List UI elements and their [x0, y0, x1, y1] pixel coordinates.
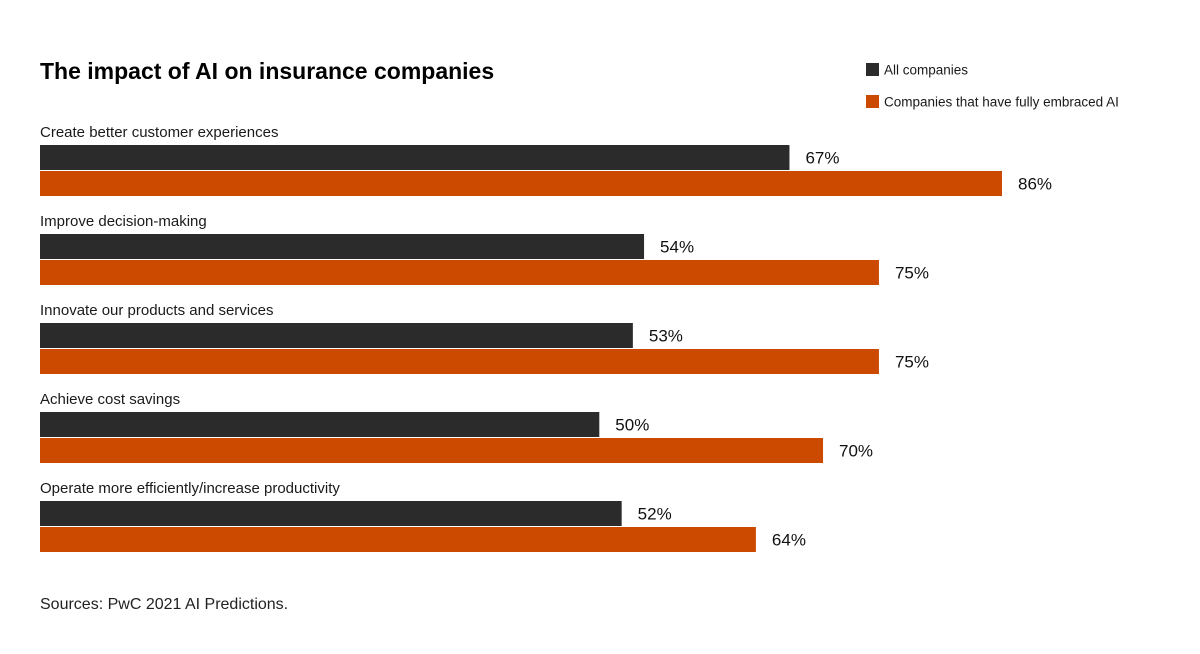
value-label: 70%	[839, 442, 873, 461]
value-label: 67%	[805, 149, 839, 168]
category-label: Improve decision-making	[40, 213, 207, 230]
bar-groups: Create better customer experiences 67% 86%…	[40, 124, 1052, 552]
legend-label-0: All companies	[884, 63, 968, 78]
value-label: 52%	[638, 505, 672, 524]
category-label: Operate more efficiently/increase produc…	[40, 480, 340, 497]
value-label: 75%	[895, 353, 929, 372]
bar-fully-embraced-ai	[40, 438, 824, 463]
category-label: Innovate our products and services	[40, 302, 273, 319]
bar-all-companies	[40, 234, 645, 259]
legend: All companies Companies that have fully e…	[866, 63, 1119, 110]
bar-all-companies	[40, 145, 790, 170]
value-label: 50%	[615, 416, 649, 435]
source-note: Sources: PwC 2021 AI Predictions.	[40, 596, 288, 613]
value-label: 54%	[660, 238, 694, 257]
value-label: 86%	[1018, 175, 1052, 194]
bar-all-companies	[40, 323, 633, 348]
value-label: 53%	[649, 327, 683, 346]
bar-fully-embraced-ai	[40, 527, 756, 552]
category-label: Create better customer experiences	[40, 124, 278, 141]
legend-swatch-1	[866, 95, 879, 108]
value-label: 75%	[895, 264, 929, 283]
bar-all-companies	[40, 501, 622, 526]
bar-fully-embraced-ai	[40, 171, 1002, 196]
legend-swatch-0	[866, 63, 879, 76]
value-label: 64%	[772, 531, 806, 550]
legend-label-1: Companies that have fully embraced AI	[884, 95, 1119, 110]
category-label: Achieve cost savings	[40, 391, 180, 408]
bar-all-companies	[40, 412, 600, 437]
chart-title: The impact of AI on insurance companies	[40, 58, 494, 84]
bar-fully-embraced-ai	[40, 260, 879, 285]
bar-fully-embraced-ai	[40, 349, 879, 374]
